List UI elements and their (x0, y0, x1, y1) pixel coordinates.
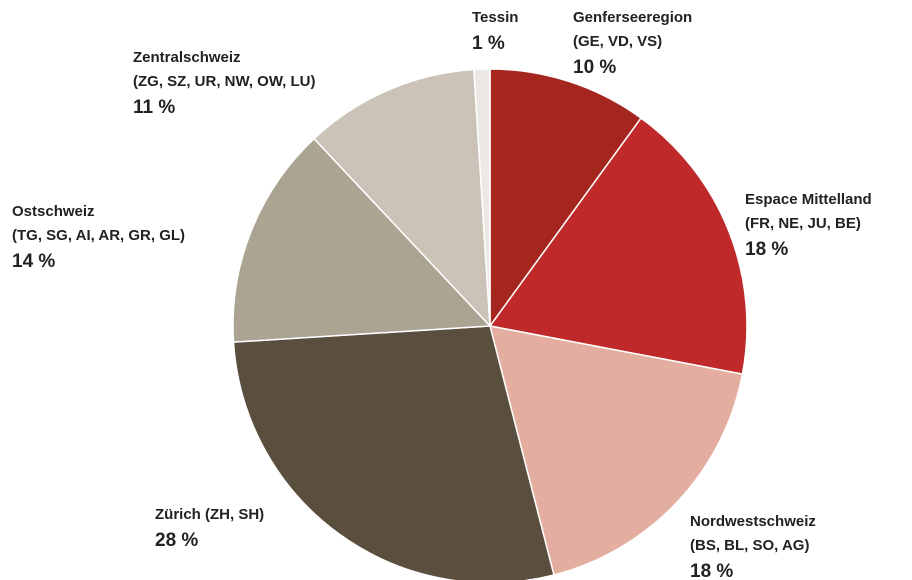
value-label: 18 % (690, 561, 733, 580)
slice-label: Tessin (472, 9, 518, 26)
slice-sublabel: (GE, VD, VS) (573, 33, 662, 50)
slice-label: Espace Mittelland (745, 191, 872, 208)
value-label: 28 % (155, 530, 198, 551)
value-label: 1 % (472, 33, 505, 54)
slice-sublabel: (BS, BL, SO, AG) (690, 537, 809, 554)
slice-label: Genferseeregion (573, 9, 692, 26)
pie-slice (313, 68, 491, 329)
pie-slice (489, 68, 643, 329)
value-label: 18 % (745, 239, 788, 260)
value-label: 11 % (133, 97, 175, 118)
pie-slice (232, 137, 492, 343)
slice-sublabel: (TG, SG, AI, AR, GR, GL) (12, 227, 185, 244)
pie-slice (232, 325, 555, 580)
pie-slice (473, 68, 491, 327)
slice-label: Nordwestschweiz (690, 513, 816, 530)
slice-label: Ostschweiz (12, 203, 95, 220)
slice-label: Zürich (ZH, SH) (155, 506, 264, 523)
slice-sublabel: (FR, NE, JU, BE) (745, 215, 861, 232)
value-label: 14 % (12, 251, 55, 272)
value-label: 10 % (573, 57, 616, 78)
pie-slice (488, 325, 744, 576)
slice-label: Zentralschweiz (133, 49, 241, 66)
pie-slice (488, 117, 748, 376)
slice-sublabel: (ZG, SZ, UR, NW, OW, LU) (133, 73, 315, 90)
